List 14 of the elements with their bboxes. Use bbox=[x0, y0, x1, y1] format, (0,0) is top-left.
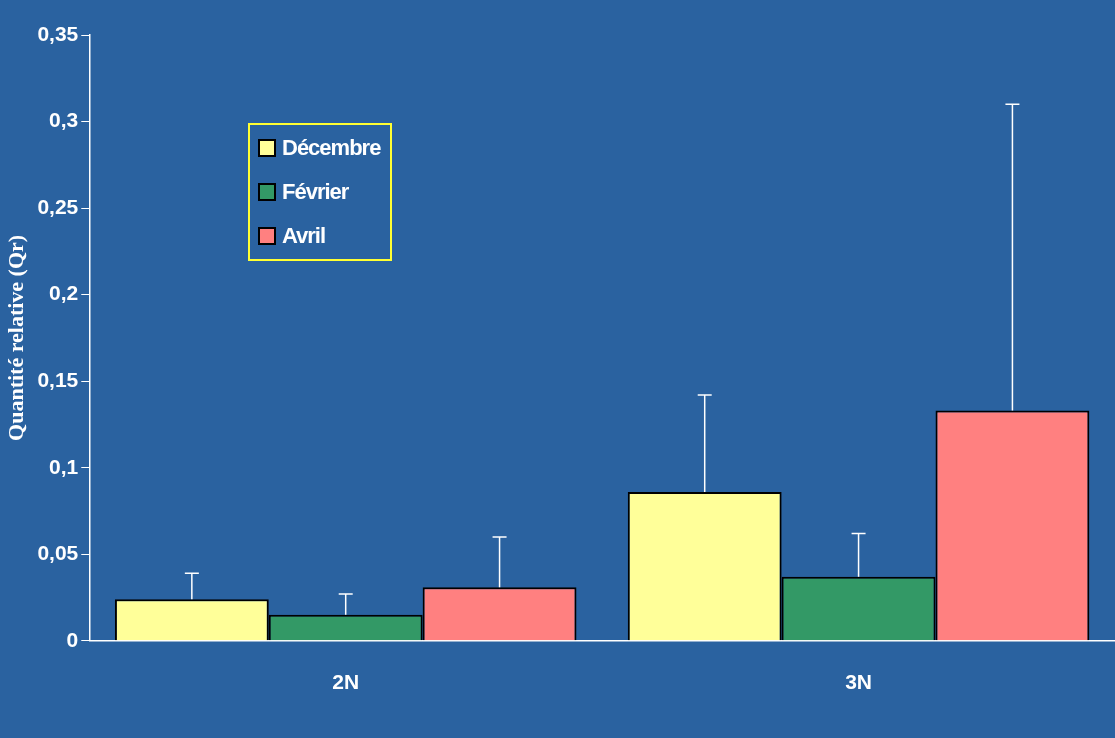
legend-label: Février bbox=[281, 179, 350, 205]
x-tick-label: 2N bbox=[332, 670, 360, 694]
legend-label: Décembre bbox=[281, 135, 381, 161]
y-axis-title: Quantité relative (Qr) bbox=[2, 234, 28, 441]
y-tick-label: 0,2 bbox=[49, 281, 79, 305]
y-tick-label: 0,3 bbox=[49, 108, 79, 132]
y-tick-label: 0,05 bbox=[37, 541, 79, 565]
y-tick-label: 0 bbox=[66, 627, 79, 651]
y-tick-label: 0,25 bbox=[37, 194, 79, 218]
y-tick-label: 0,35 bbox=[37, 21, 79, 45]
legend-label: Avril bbox=[281, 223, 327, 249]
y-tick-label: 0,1 bbox=[49, 454, 79, 478]
x-tick-label: 3N bbox=[845, 670, 872, 694]
y-tick-label: 0,15 bbox=[37, 367, 79, 391]
